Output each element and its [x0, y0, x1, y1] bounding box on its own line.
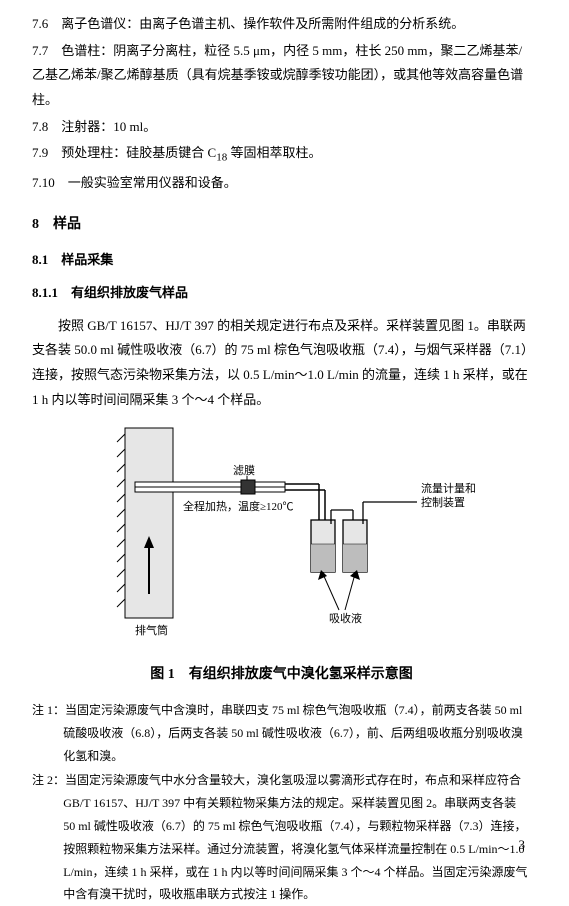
item-7-8: 7.8 注射器：10 ml。 [32, 115, 531, 140]
note-label: 注 2： [32, 773, 65, 787]
note-text: 当固定污染源废气中含溴时，串联四支 75 ml 棕色气泡吸收瓶（7.4），前两支… [63, 703, 523, 763]
item-text: 注射器：10 ml。 [61, 119, 156, 134]
figure-1-caption: 图 1 有组织排放废气中溴化氢采样示意图 [32, 662, 531, 689]
label-heat: 全程加热，温度≥120℃ [183, 499, 294, 513]
subsection-number: 8.1 [32, 252, 48, 267]
item-7-10: 7.10 一般实验室常用仪器和设备。 [32, 171, 531, 196]
subsubsection-title-text: 有组织排放废气样品 [71, 285, 188, 300]
page: 7.6 离子色谱仪：由离子色谱主机、操作软件及所需附件组成的分析系统。 7.7 … [0, 0, 569, 872]
label-filter: 滤膜 [233, 464, 255, 477]
note-2: 注 2：当固定污染源废气中水分含量较大，溴化氢吸湿以雾滴形式存在时，布点和采样应… [32, 769, 531, 906]
label-absorb: 吸收液 [329, 611, 362, 625]
subsection-title-text: 样品采集 [61, 252, 113, 267]
note-1: 注 1：当固定污染源废气中含溴时，串联四支 75 ml 棕色气泡吸收瓶（7.4）… [32, 699, 531, 767]
paragraph-1: 按照 GB/T 16157、HJ/T 397 的相关规定进行布点及采样。采样装置… [32, 314, 531, 413]
item-text-a: 预处理柱：硅胶基质键合 C [61, 145, 216, 160]
section-title-text: 样品 [53, 217, 81, 232]
item-text: 一般实验室常用仪器和设备。 [68, 175, 237, 190]
section-number: 8 [32, 217, 39, 232]
item-number: 7.10 [32, 175, 68, 190]
item-text: 离子色谱仪：由离子色谱主机、操作软件及所需附件组成的分析系统。 [61, 16, 464, 31]
item-7-9: 7.9 预处理柱：硅胶基质键合 C18 等固相萃取柱。 [32, 141, 531, 168]
label-flowmeter-line2: 控制装置 [421, 495, 465, 509]
section-8-1-heading: 8.1 样品采集 [32, 248, 531, 273]
label-stack: 排气筒 [135, 623, 168, 637]
note-label: 注 1： [32, 703, 65, 717]
item-number: 7.6 [32, 16, 61, 31]
label-flowmeter-line1: 流量计量和 [421, 481, 476, 495]
figure-1: 滤膜 流量计量和 控制装置 [32, 424, 531, 654]
subscript: 18 [216, 152, 227, 164]
item-7-7: 7.7 色谱柱：阴离子分离柱，粒径 5.5 μm，内径 5 mm，柱长 250 … [32, 39, 531, 113]
section-8-1-1-heading: 8.1.1 有组织排放废气样品 [32, 281, 531, 306]
subsubsection-number: 8.1.1 [32, 285, 58, 300]
item-text-b: 等固相萃取柱。 [227, 145, 321, 160]
item-text: 色谱柱：阴离子分离柱，粒径 5.5 μm，内径 5 mm，柱长 250 mm，聚… [32, 43, 523, 107]
item-number: 7.8 [32, 119, 61, 134]
figure-1-svg: 滤膜 流量计量和 控制装置 [87, 424, 477, 654]
item-number: 7.9 [32, 145, 61, 160]
item-7-6: 7.6 离子色谱仪：由离子色谱主机、操作软件及所需附件组成的分析系统。 [32, 12, 531, 37]
section-8-heading: 8 样品 [32, 212, 531, 239]
note-text: 当固定污染源废气中水分含量较大，溴化氢吸湿以雾滴形式存在时，布点和采样应符合 G… [63, 773, 527, 901]
item-number: 7.7 [32, 43, 61, 58]
page-number: 3 [519, 833, 526, 858]
